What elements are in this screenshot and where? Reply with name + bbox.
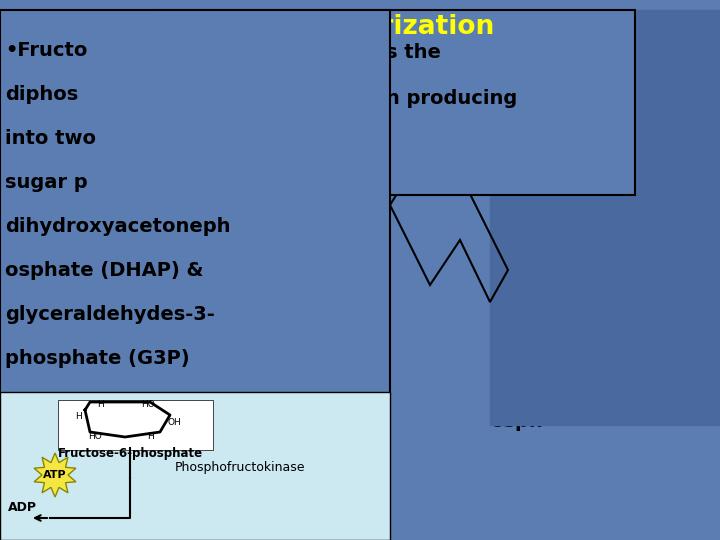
Text: spnate: spnate — [500, 272, 575, 291]
Text: osphate (DHAP) &: osphate (DHAP) & — [5, 261, 204, 280]
Bar — [0, 10, 390, 395]
Bar — [0, 392, 390, 540]
Text: STEP 4~: STEP 4~ — [40, 10, 151, 34]
Text: 3~: 3~ — [390, 10, 434, 34]
Text: H: H — [75, 412, 81, 421]
Text: dihydroxyacetoneph: dihydroxyacetoneph — [5, 217, 230, 236]
Text: •Fructo: •Fructo — [5, 41, 87, 60]
Text: diphos: diphos — [5, 85, 78, 104]
Text: HO: HO — [88, 432, 102, 441]
Text: H: H — [96, 400, 104, 409]
Text: reversible conversion producing: reversible conversion producing — [162, 89, 517, 108]
Text: H: H — [147, 432, 153, 441]
Text: isomerization: isomerization — [293, 14, 495, 40]
Text: ATP: ATP — [43, 470, 67, 480]
Text: ADP: ADP — [8, 501, 37, 514]
Text: into two: into two — [5, 129, 96, 148]
Text: OH: OH — [167, 418, 181, 427]
Text: splitting: splitting — [137, 10, 248, 34]
Polygon shape — [34, 453, 76, 497]
Text: two  G3P’s: two G3P’s — [162, 135, 279, 154]
Text: •Isomerase catalyses the: •Isomerase catalyses the — [162, 43, 441, 62]
Bar — [58, 400, 213, 450]
Text: sphate: sphate — [620, 225, 695, 244]
Text: Fructose-6-phosphate: Fructose-6-phosphate — [58, 447, 202, 460]
Text: phosphate (G3P): phosphate (G3P) — [5, 349, 189, 368]
Text: sugar p: sugar p — [5, 173, 88, 192]
Text: cose-6-: cose-6- — [570, 365, 649, 384]
Text: STEP 5~: STEP 5~ — [170, 14, 294, 40]
Bar — [490, 250, 720, 425]
Bar — [155, 10, 635, 195]
Bar — [490, 10, 720, 250]
Text: glyceraldehydes-3-: glyceraldehydes-3- — [5, 305, 215, 324]
Text: HO: HO — [141, 400, 155, 409]
Text: Phosphofructokinase: Phosphofructokinase — [175, 462, 305, 475]
Text: osph: osph — [490, 412, 543, 431]
Text: phosphorylation: phosphorylation — [416, 10, 634, 34]
Text: te is: te is — [620, 75, 667, 94]
